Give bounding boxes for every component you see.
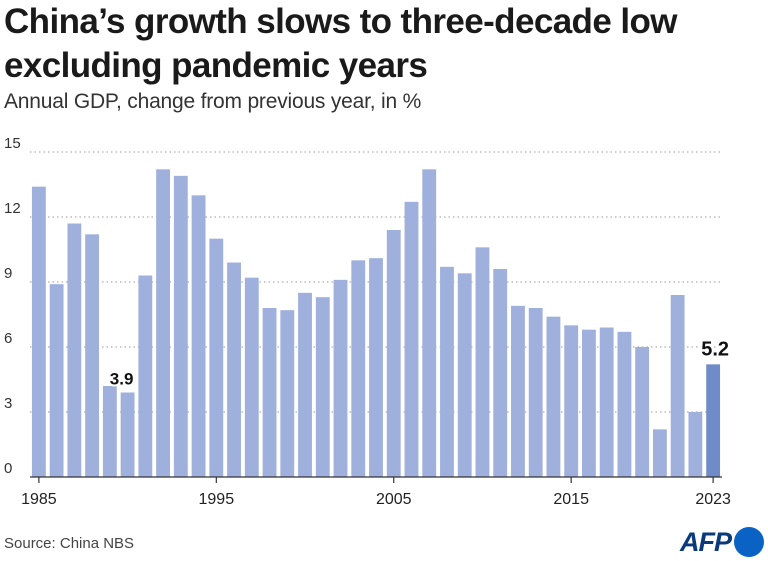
bar bbox=[244, 277, 259, 477]
bar bbox=[85, 234, 100, 477]
bar bbox=[138, 275, 153, 477]
bar bbox=[120, 392, 135, 477]
bar bbox=[404, 201, 419, 478]
bar bbox=[298, 292, 312, 477]
y-tick-label: 3 bbox=[4, 395, 12, 412]
afp-logo: AFP bbox=[680, 524, 764, 560]
bar bbox=[457, 273, 472, 477]
x-tick-label: 1985 bbox=[21, 491, 57, 508]
bar bbox=[706, 364, 721, 477]
bar bbox=[440, 266, 454, 477]
bar bbox=[227, 262, 241, 477]
bar bbox=[369, 258, 383, 477]
bar bbox=[546, 316, 561, 477]
bar-chart: 0 3 6 9 12 15 1985 1995 2005 2015 2023 3.9 5.2 bbox=[4, 135, 731, 508]
bar bbox=[617, 331, 632, 477]
bar bbox=[102, 386, 117, 477]
x-tick-label: 2005 bbox=[376, 491, 412, 508]
x-tick-label: 2023 bbox=[695, 491, 731, 508]
bar bbox=[173, 175, 188, 478]
bar bbox=[652, 429, 667, 477]
bar bbox=[315, 297, 330, 477]
bar bbox=[31, 186, 46, 477]
bar bbox=[493, 269, 508, 477]
afp-logo-dot-icon bbox=[734, 527, 764, 557]
bar bbox=[582, 329, 596, 477]
bar bbox=[564, 325, 579, 477]
bar bbox=[280, 310, 295, 477]
bar bbox=[67, 223, 82, 477]
y-tick-label: 9 bbox=[4, 265, 12, 282]
x-tick-label: 1995 bbox=[199, 491, 235, 508]
data-label: 5.2 bbox=[701, 338, 729, 360]
bar bbox=[262, 308, 277, 477]
y-tick-label: 0 bbox=[4, 460, 12, 477]
data-label: 3.9 bbox=[110, 370, 134, 389]
source-note: Source: China NBS bbox=[4, 535, 135, 552]
bar bbox=[688, 412, 703, 477]
bar bbox=[599, 327, 614, 477]
bar bbox=[386, 230, 401, 477]
bar bbox=[191, 195, 206, 478]
afp-logo-text: AFP bbox=[680, 526, 732, 557]
bar bbox=[670, 295, 685, 477]
bar bbox=[511, 305, 525, 477]
bar bbox=[351, 260, 366, 477]
bar bbox=[635, 347, 650, 477]
bar bbox=[528, 308, 543, 477]
bar bbox=[49, 284, 64, 477]
y-tick-label: 12 bbox=[4, 200, 21, 217]
x-tick-label: 2015 bbox=[553, 491, 589, 508]
bar bbox=[475, 247, 490, 477]
bar bbox=[209, 238, 224, 477]
y-tick-label: 6 bbox=[4, 330, 12, 347]
chart-subtitle: Annual GDP, change from previous year, i… bbox=[4, 90, 422, 113]
bar bbox=[156, 169, 170, 478]
chart-title: China’s growth slows to three-decade low… bbox=[4, 2, 677, 85]
bar bbox=[333, 279, 348, 477]
bar bbox=[422, 169, 437, 478]
y-tick-label: 15 bbox=[4, 135, 21, 152]
